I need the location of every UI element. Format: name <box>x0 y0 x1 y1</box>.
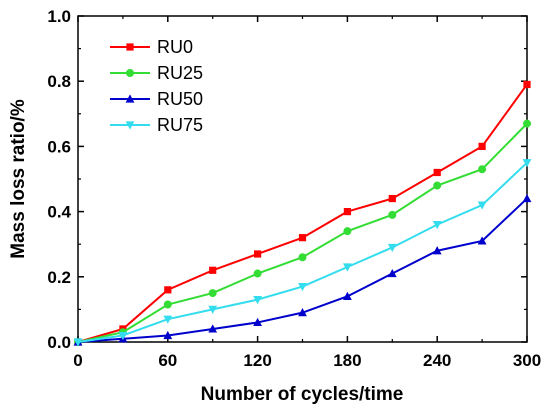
legend-label-ru25: RU25 <box>157 63 203 83</box>
data-point-ru75 <box>253 296 262 305</box>
y-tick-label: 0.6 <box>47 137 71 156</box>
data-point-ru25 <box>523 119 531 128</box>
series-ru75 <box>73 159 532 347</box>
data-point-ru50 <box>477 236 487 245</box>
data-point-ru0 <box>343 208 351 216</box>
data-point-ru25 <box>163 300 172 309</box>
data-point-ru0 <box>298 234 307 242</box>
x-tick-label: 180 <box>333 351 361 370</box>
legend-label-ru0: RU0 <box>157 37 193 57</box>
data-point-ru75 <box>477 201 487 210</box>
legend-item-ru0: RU0 <box>110 37 193 57</box>
data-point-ru0 <box>164 286 172 294</box>
data-point-ru50 <box>387 268 397 278</box>
data-point-ru75 <box>118 331 128 341</box>
legend-label-ru75: RU75 <box>157 115 203 135</box>
y-tick-label: 0.4 <box>47 203 71 222</box>
data-point-ru25 <box>478 165 487 174</box>
legend-item-ru25: RU25 <box>110 63 203 83</box>
legend-label-ru50: RU50 <box>157 89 203 109</box>
data-point-ru0 <box>254 250 262 258</box>
data-point-ru0 <box>523 80 531 89</box>
data-point-ru25 <box>388 210 397 219</box>
legend-marker-ru75 <box>125 121 135 130</box>
x-tick-label: 60 <box>158 351 177 370</box>
data-point-ru0 <box>209 266 217 274</box>
axis-ticks: 0 60 120 180 240 300 0.0 0.2 0.4 0.6 0.8 1.0 <box>47 7 541 370</box>
y-tick-label: 0.8 <box>47 72 71 91</box>
series-line-ru0 <box>77 83 528 343</box>
data-point-ru75 <box>343 263 352 272</box>
data-point-ru50 <box>343 291 352 300</box>
y-axis-title: Mass loss ratio/% <box>8 99 29 259</box>
data-point-ru50 <box>253 317 262 327</box>
x-tick-label: 240 <box>423 351 451 370</box>
data-point-ru25 <box>343 227 352 236</box>
data-point-ru25 <box>298 253 307 262</box>
data-point-ru25 <box>208 289 217 298</box>
x-tick-label: 120 <box>243 351 271 370</box>
data-point-ru0 <box>478 142 486 150</box>
data-point-ru50 <box>208 324 218 333</box>
series-line-ru50 <box>77 197 528 343</box>
data-point-ru75 <box>522 159 532 168</box>
legend-marker-ru25 <box>126 69 134 77</box>
data-point-ru75 <box>73 338 83 347</box>
data-point-ru50 <box>163 330 173 340</box>
x-tick-label: 0 <box>73 351 82 370</box>
data-point-ru75 <box>432 221 442 230</box>
data-point-ru25 <box>433 181 442 190</box>
data-point-ru0 <box>388 194 396 203</box>
data-point-ru75 <box>387 243 397 253</box>
data-point-ru25 <box>253 269 262 278</box>
data-point-ru75 <box>298 282 307 292</box>
data-point-ru50 <box>522 193 532 203</box>
data-point-ru50 <box>298 308 307 317</box>
legend-marker-ru0 <box>126 43 134 51</box>
legend-item-ru75: RU75 <box>110 115 203 135</box>
series-ru50 <box>73 193 532 346</box>
y-tick-label: 1.0 <box>47 7 71 26</box>
plot-frame <box>77 15 528 343</box>
data-point-ru0 <box>433 168 441 177</box>
y-tick-label: 0.0 <box>47 333 71 352</box>
x-axis-title: Number of cycles/time <box>201 384 404 405</box>
series-layer <box>73 80 532 347</box>
y-tick-label: 0.2 <box>47 268 71 287</box>
data-point-ru50 <box>432 246 442 255</box>
data-point-ru75 <box>163 315 173 324</box>
legend-marker-ru50 <box>125 94 135 103</box>
legend: RU0 RU25 RU50 RU75 <box>110 37 203 135</box>
legend-item-ru50: RU50 <box>110 89 203 109</box>
data-point-ru75 <box>208 305 218 314</box>
x-tick-label: 300 <box>513 351 541 370</box>
